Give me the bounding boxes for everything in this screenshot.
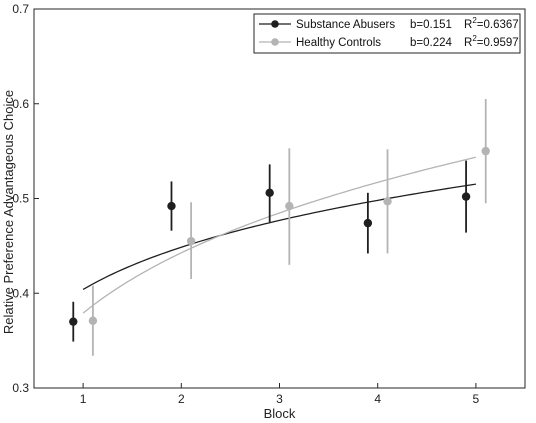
legend-r2-substance-abusers: R2=0.6367 [464,16,519,31]
legend-marker-healthy-controls [271,38,279,46]
fit-curves [82,156,477,314]
x-tick-label: 3 [276,392,283,406]
y-tick-label: 0.6 [12,97,29,111]
data-point-healthy-controls [285,201,294,211]
data-point-healthy-controls [88,316,98,325]
y-axis: 0.3 0.4 0.5 0.6 0.7 [12,2,39,395]
x-tick-label: 2 [178,392,185,406]
data-point-substance-abusers [69,317,78,326]
fit-curve-substance-abusers [82,183,476,291]
legend-entry-substance-abusers: Substance Abusers [296,19,395,31]
data-point-healthy-controls [481,146,490,156]
legend-r2-value-healthy-controls: 0.9597 [483,37,518,49]
legend-entry-healthy-controls: Healthy Controls [296,37,381,49]
x-axis: 1 2 3 4 5 [80,383,480,406]
data-point-substance-abusers [461,192,471,201]
data-point-healthy-controls [383,197,392,206]
legend: Substance Abusers b=0.151 R2=0.6367 Heal… [253,13,521,54]
y-tick-label: 0.7 [12,2,29,16]
fit-curve-healthy-controls [82,156,477,314]
data-point-substance-abusers [363,218,373,228]
legend-box [253,13,521,54]
legend-marker-substance-abusers [271,20,279,28]
x-axis-label: Block [264,406,296,421]
legend-fit-b-healthy-controls: b=0.224 [410,37,452,49]
y-tick-label: 0.5 [12,192,29,206]
legend-r2-value-substance-abusers: 0.6367 [483,19,518,31]
x-tick-label: 5 [473,392,480,406]
data-points [69,146,490,326]
y-axis-label: Relative Preference Advantageous Choice [1,90,16,334]
data-point-substance-abusers [167,201,176,211]
data-point-substance-abusers [265,188,274,198]
legend-fit-b-substance-abusers: b=0.151 [410,19,452,31]
x-tick-label: 4 [374,392,381,406]
plot-area [33,8,526,389]
y-tick-label: 0.4 [12,286,29,300]
data-point-healthy-controls [186,236,196,246]
x-tick-label: 1 [80,392,87,406]
y-tick-label: 0.3 [12,381,29,395]
legend-r2-healthy-controls: R2=0.9597 [464,34,519,49]
